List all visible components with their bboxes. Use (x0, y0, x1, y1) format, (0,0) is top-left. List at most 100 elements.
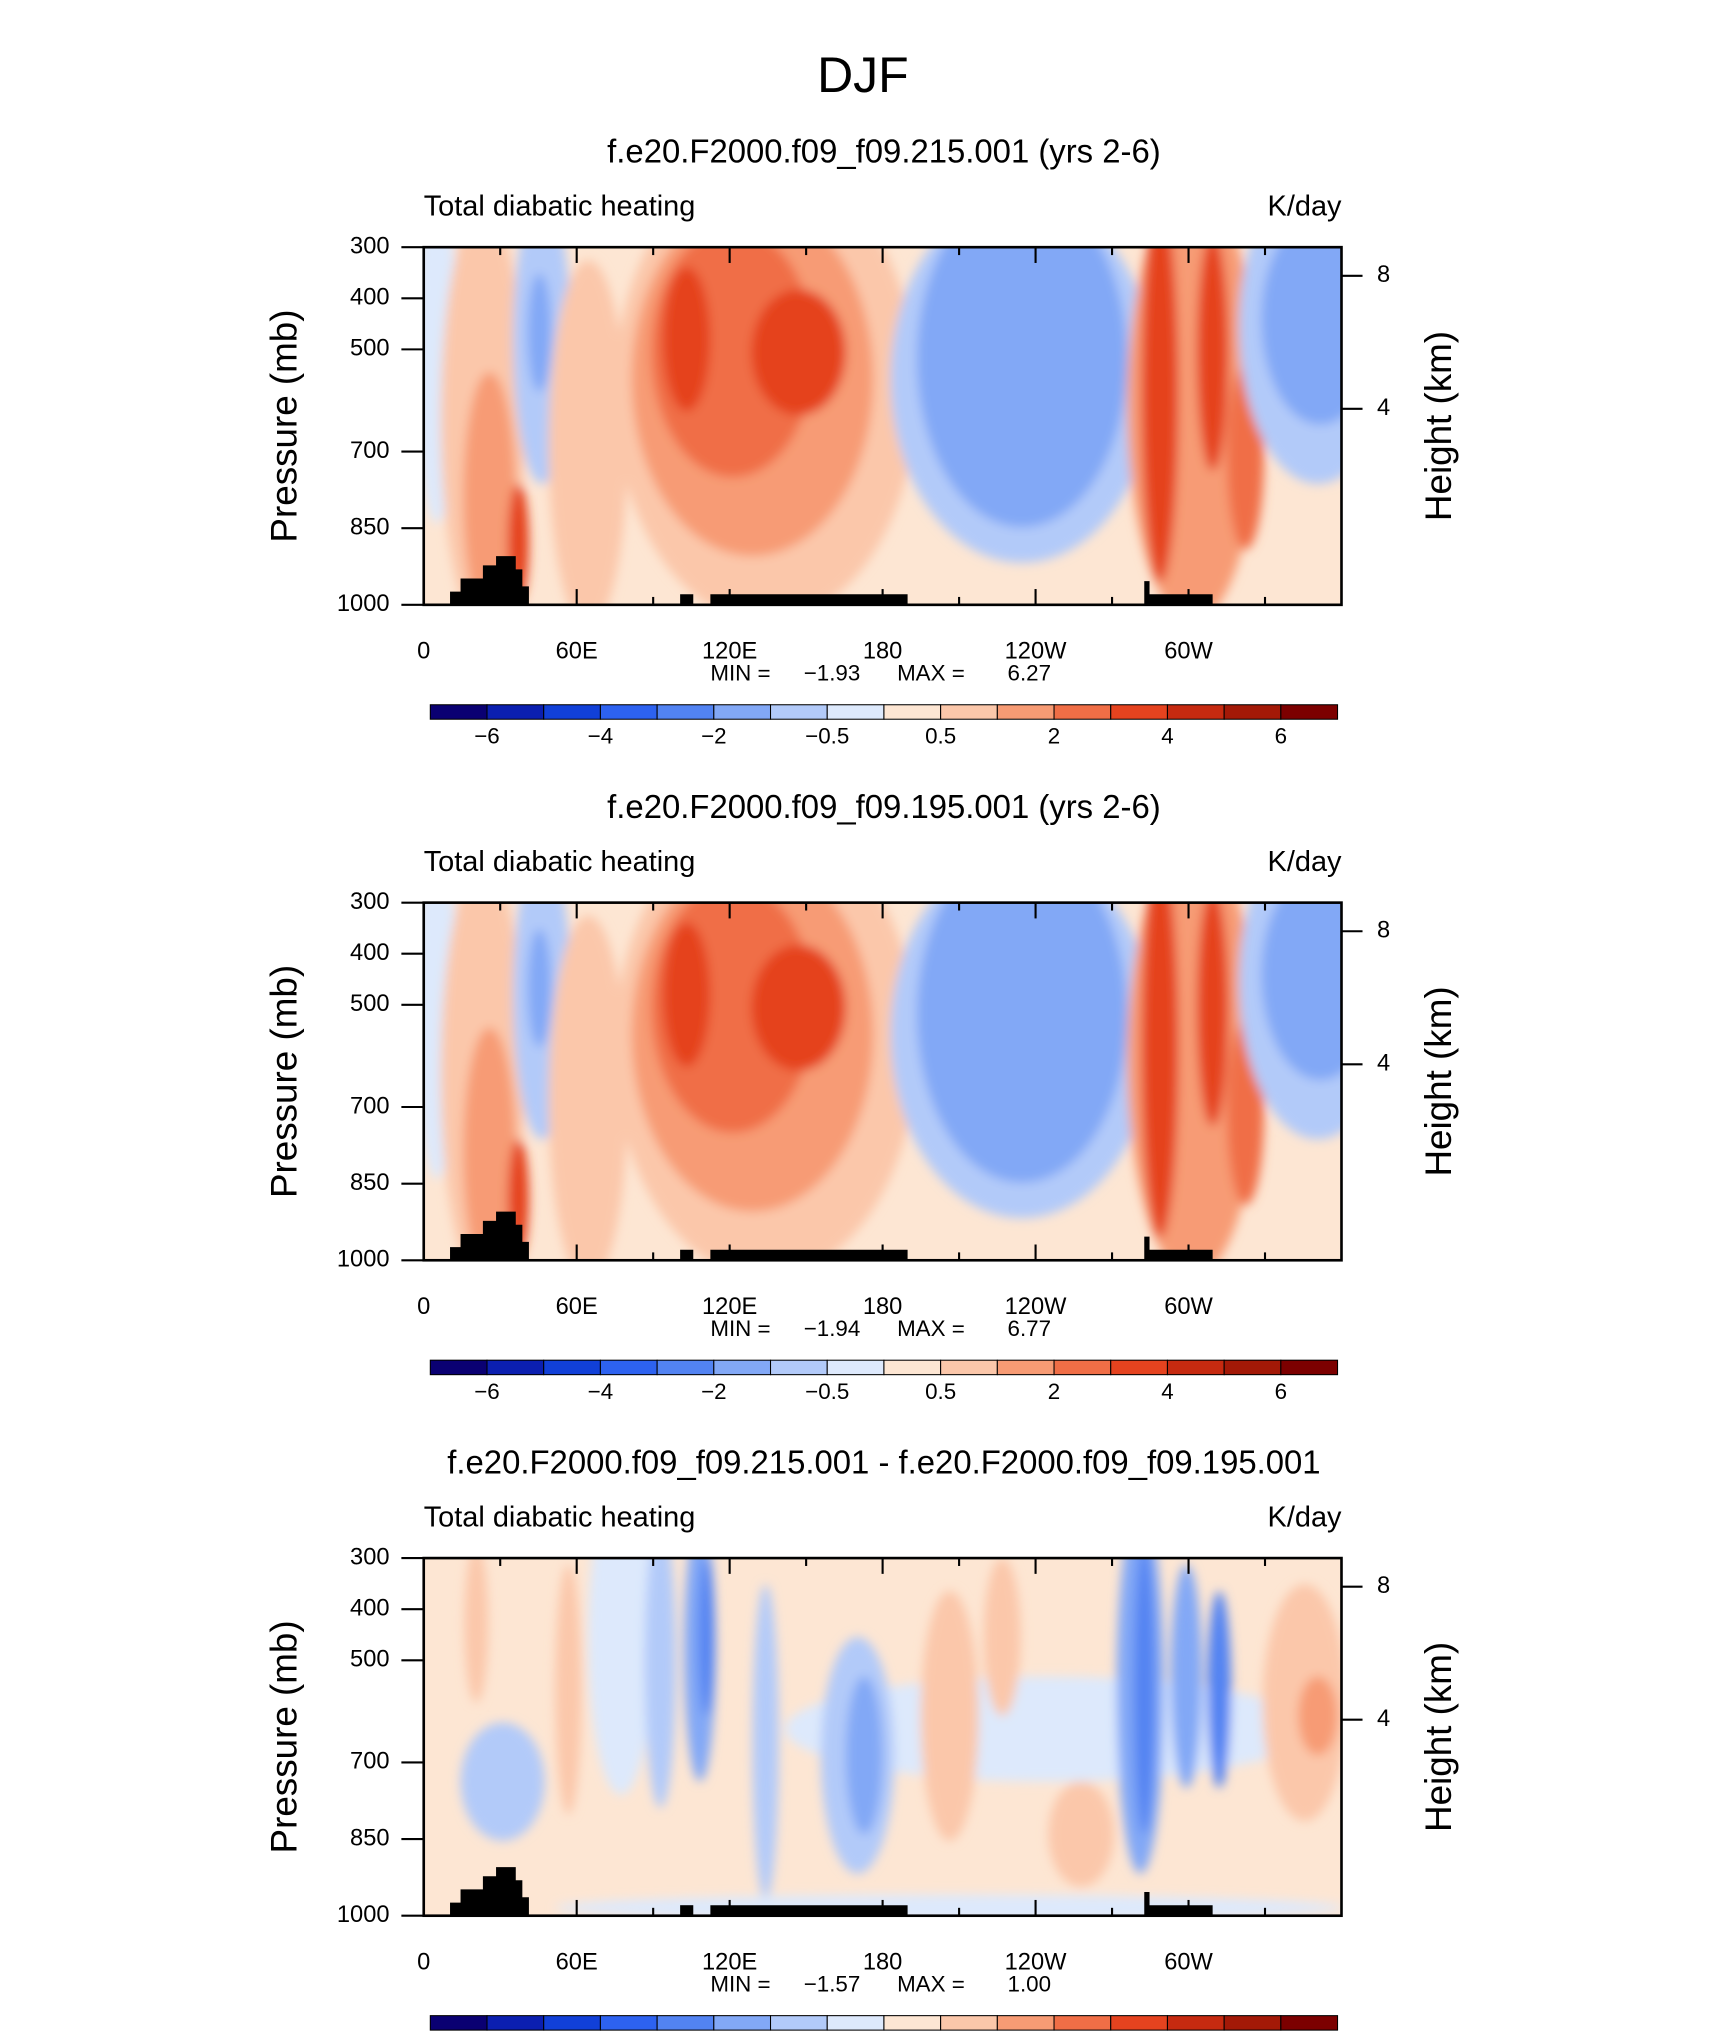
contour-region (548, 260, 628, 605)
y2-tick-label: 4 (1377, 395, 1390, 421)
contour-region (916, 247, 1128, 528)
y-tick-label: 1000 (337, 1247, 390, 1273)
contour-region (1298, 1676, 1338, 1756)
colorbar-box (1166, 2015, 1225, 2031)
colorbar-label: 4 (1161, 724, 1173, 749)
right-label: K/day (1268, 846, 1342, 878)
colorbar-box (1280, 2015, 1339, 2031)
colorbar-box (713, 704, 772, 720)
colorbar-label: 0.5 (925, 724, 956, 749)
colorbar-label: 2 (1048, 724, 1060, 749)
y2-tick-label: 8 (1377, 262, 1390, 288)
colorbar-label: −4 (588, 1379, 613, 1404)
colorbar-box (883, 1359, 942, 1376)
colorbar-box (769, 704, 828, 720)
y2-axis-label: Height (km) (1418, 1642, 1459, 1832)
colorbar-label: −6 (474, 1379, 499, 1404)
contour-region (698, 1558, 715, 1716)
colorbar-box (826, 704, 885, 720)
contour-region (752, 1584, 779, 1900)
topography (1144, 581, 1213, 605)
contour-region (920, 1590, 979, 1841)
max-text: MAX = (897, 1971, 965, 1996)
contour-region (555, 1564, 582, 1815)
contour-region (588, 1558, 654, 1795)
panel-title: f.e20.F2000.f09_f09.195.001 (yrs 2-6) (607, 788, 1161, 825)
y-tick-label: 500 (350, 991, 389, 1017)
colorbar-box (543, 1359, 601, 1376)
y-axis-label: Pressure (mb) (264, 1620, 305, 1853)
contour-region (463, 372, 516, 605)
colorbar-box (713, 1359, 772, 1376)
colorbar-box (996, 704, 1055, 720)
y2-tick-label: 8 (1377, 1573, 1390, 1599)
min-text: MIN = (710, 660, 770, 685)
colorbar-box (940, 1359, 998, 1376)
field-contours (460, 1558, 1342, 1916)
panel: f.e20.F2000.f09_f09.195.001 (yrs 2-6) Tot… (264, 788, 1459, 1404)
contour-region (1261, 247, 1342, 425)
colorbar-box (599, 704, 658, 720)
y-tick-label: 300 (350, 233, 389, 259)
x-tick-label: 0 (417, 638, 430, 664)
contour-region (460, 1722, 545, 1841)
panel-title: f.e20.F2000.f09_f09.215.001 (yrs 2-6) (607, 133, 1161, 170)
colorbar-box (1053, 1359, 1112, 1376)
y2-tick-label: 4 (1377, 1051, 1390, 1077)
colorbar-label: 1.5 (1209, 2034, 1240, 2038)
colorbar-label: 6 (1275, 724, 1287, 749)
colorbar-box (429, 704, 488, 720)
y-tick-label: 400 (350, 940, 389, 966)
contour-region (1207, 1590, 1232, 1789)
field (423, 902, 1342, 1261)
x-tick-label: 180 (863, 1949, 902, 1975)
min-value: −1.93 (804, 660, 861, 685)
colorbar-box (543, 2015, 601, 2031)
y-tick-label: 300 (350, 889, 389, 915)
contour-region (1261, 902, 1342, 1081)
colorbar-label: 6 (1275, 1379, 1287, 1404)
colorbar-label: 2 (1048, 1379, 1060, 1404)
colorbar-box (656, 1359, 715, 1376)
colorbar-box (996, 2015, 1055, 2031)
colorbar-box (1280, 704, 1339, 720)
contour-region (983, 1558, 1021, 1716)
x-tick-label: 180 (863, 1294, 902, 1320)
left-label: Total diabatic heating (424, 1501, 696, 1533)
colorbar-box (883, 704, 942, 720)
contour-region (1170, 1564, 1203, 1789)
colorbar-box (1053, 2015, 1112, 2031)
topography (1144, 1892, 1213, 1916)
y-tick-label: 700 (350, 1749, 389, 1775)
figure-title: DJF (817, 47, 909, 103)
field-contours (423, 247, 1342, 605)
contour-region (845, 1676, 883, 1835)
x-tick-label: 120W (1005, 1949, 1067, 1975)
y-tick-label: 700 (350, 1093, 389, 1119)
min-value: −1.94 (804, 1316, 861, 1341)
contour-region (751, 944, 846, 1071)
colorbar-box (1166, 1359, 1225, 1376)
left-label: Total diabatic heating (424, 846, 696, 878)
contour-region (1141, 247, 1179, 583)
panel: f.e20.F2000.f09_f09.215.001 (yrs 2-6) Tot… (264, 133, 1459, 749)
field (423, 1558, 1342, 1916)
topography (680, 1905, 694, 1916)
contour-region (663, 266, 711, 412)
colorbar-box (429, 2015, 488, 2031)
colorbar-box (1110, 704, 1168, 720)
colorbar-box (599, 1359, 658, 1376)
topography (680, 1249, 694, 1261)
x-tick-label: 120E (702, 1294, 757, 1320)
colorbar-label: 0.5 (925, 1379, 956, 1404)
x-tick-label: 180 (863, 638, 902, 664)
max-text: MAX = (897, 660, 965, 685)
max-value: 6.27 (1008, 660, 1052, 685)
left-label: Total diabatic heating (424, 190, 696, 222)
colorbar-box (826, 2015, 885, 2031)
topography (710, 1249, 908, 1261)
x-tick-label: 0 (417, 1294, 430, 1320)
colorbar-box (826, 1359, 885, 1376)
y-tick-label: 500 (350, 1647, 389, 1673)
colorbar-box (486, 1359, 545, 1376)
